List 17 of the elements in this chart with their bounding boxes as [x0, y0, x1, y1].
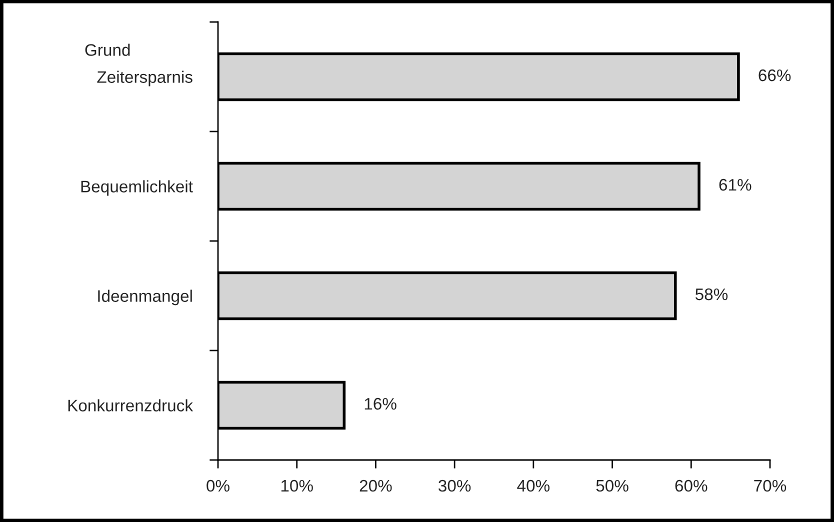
data-label: 58% [695, 288, 728, 300]
x-tick-label: 0% [206, 480, 230, 492]
x-tick-label: 50% [596, 480, 628, 492]
x-tick-label: 60% [675, 480, 708, 492]
y-tick-label: Bequemlichkeit [81, 180, 193, 196]
x-tick-label: 70% [754, 480, 786, 492]
data-label: 66% [758, 69, 791, 82]
y-tick-label: Zeitersparnis [97, 70, 192, 86]
data-label: 61% [719, 178, 752, 191]
y-axis-title: Grund [85, 44, 130, 56]
x-tick-label: 20% [360, 480, 392, 492]
y-tick-label: Konkurrenzdruck [68, 399, 194, 412]
y-tick-label: Ideenmangel [98, 290, 192, 306]
x-tick-label: 40% [517, 480, 550, 492]
x-tick-label: 10% [281, 480, 313, 492]
data-label: 16% [364, 398, 396, 410]
x-tick-label: 30% [438, 480, 471, 492]
